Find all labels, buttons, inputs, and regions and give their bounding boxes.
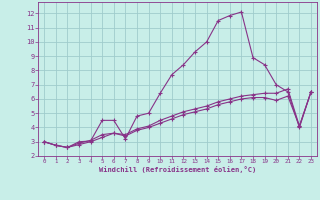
X-axis label: Windchill (Refroidissement éolien,°C): Windchill (Refroidissement éolien,°C) bbox=[99, 166, 256, 173]
